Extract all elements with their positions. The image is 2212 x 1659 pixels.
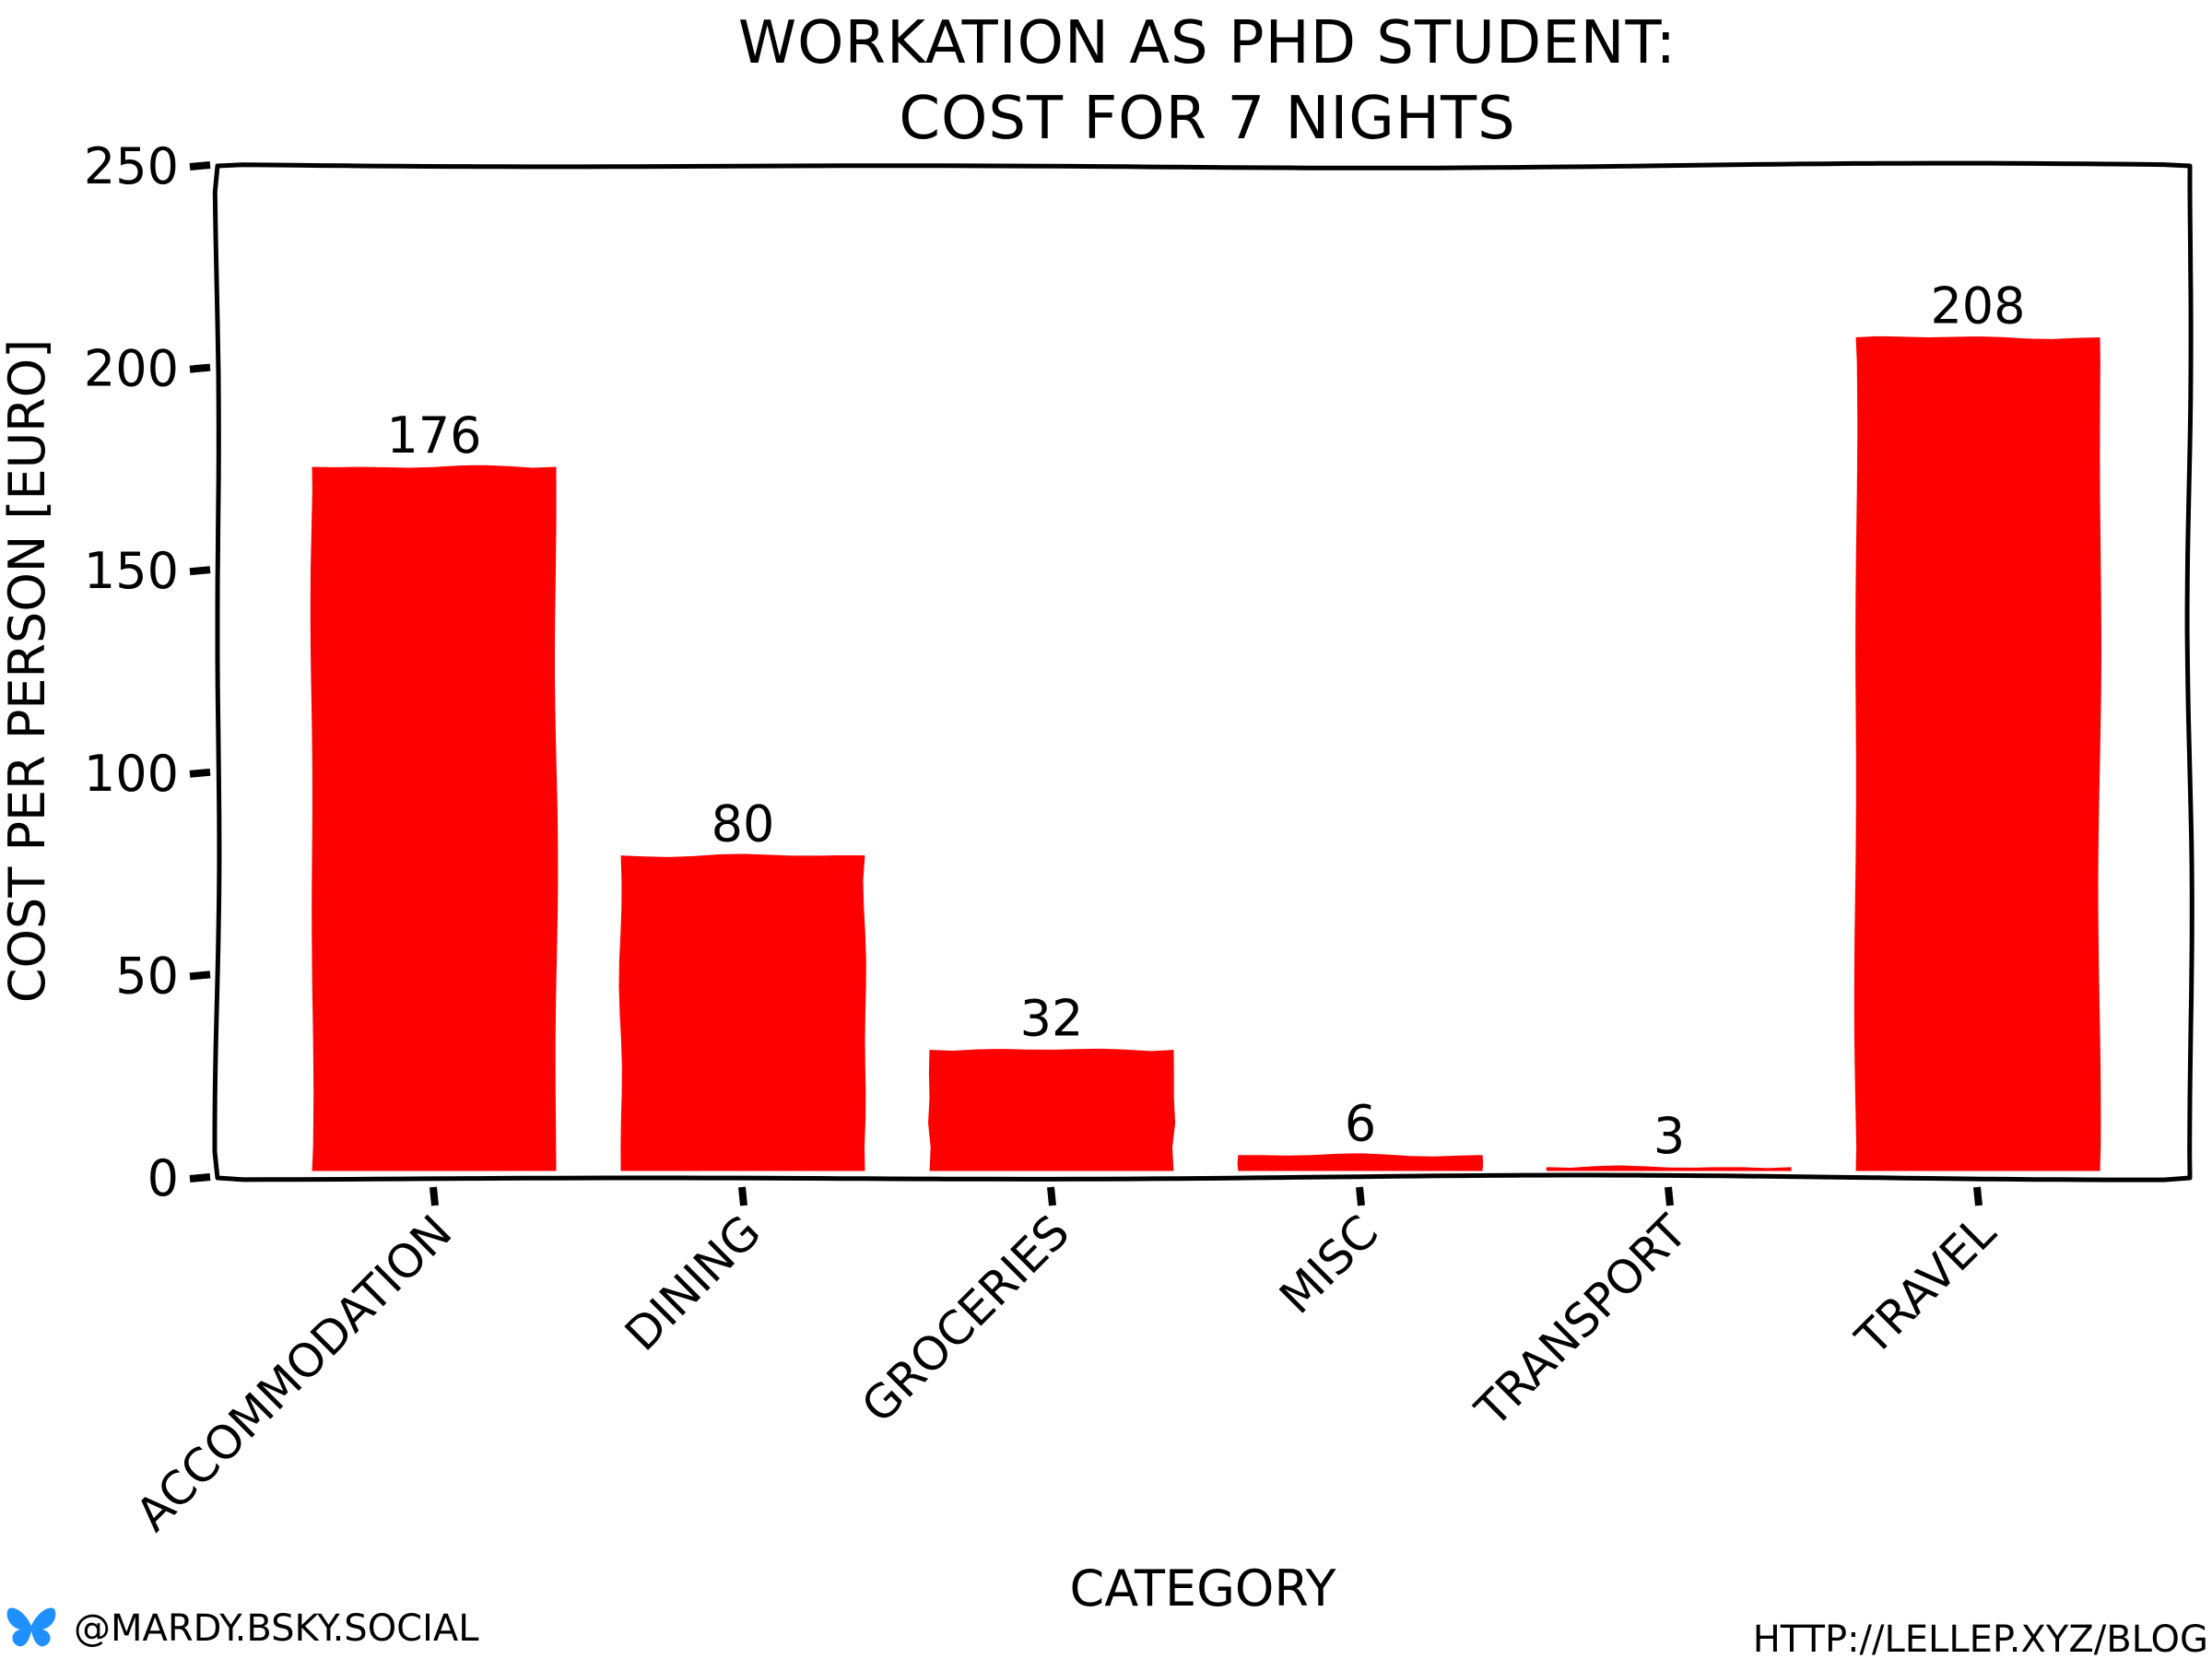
y-tick-250 (189, 161, 211, 171)
y-tick-label-250: 250 (84, 137, 179, 195)
y-tick-100 (189, 768, 211, 778)
bar-travel (1851, 333, 2105, 1174)
value-label-transport: 3 (1653, 1107, 1685, 1165)
value-labels-group: 176 80 32 6 3 208 (386, 276, 2025, 1164)
x-tick-dining (738, 1186, 747, 1206)
bar-groceries (924, 1045, 1179, 1174)
bar-transport (1543, 1162, 1794, 1174)
x-tick-accommodation (429, 1186, 439, 1206)
credit-handle: @MARDY.BSKY.SOCIAL (74, 1607, 479, 1650)
bar-dining (616, 851, 869, 1174)
bar-accommodation (307, 462, 561, 1174)
x-tick-groceries (1047, 1186, 1056, 1206)
value-label-travel: 208 (1930, 276, 2025, 335)
y-tick-label-100: 100 (84, 745, 179, 803)
value-label-misc: 6 (1345, 1095, 1376, 1153)
bars-group (307, 333, 2105, 1174)
bar-misc (1234, 1150, 1487, 1174)
value-label-dining: 80 (712, 795, 775, 853)
y-tick-150 (189, 566, 211, 576)
y-tick-label-50: 50 (115, 947, 179, 1005)
x-tick-travel (1973, 1186, 1983, 1206)
y-tick-label-0: 0 (147, 1149, 179, 1207)
y-tick-200 (189, 363, 211, 373)
y-tick-label-200: 200 (84, 340, 179, 398)
chart-title: WORKATION AS PHD STUDENT: (738, 9, 1677, 77)
value-label-accommodation: 176 (386, 406, 481, 465)
y-tick-0 (189, 1173, 211, 1182)
x-tick-transport (1665, 1186, 1674, 1206)
y-axis-label: COST PER PERSON [EURO] (0, 339, 56, 1003)
y-tick-50 (189, 971, 211, 981)
value-label-groceries: 32 (1020, 989, 1084, 1047)
x-axis-label: CATEGORY (1070, 1559, 1337, 1618)
y-ticks-group: 0 50 100 150 200 250 (84, 137, 211, 1207)
y-tick-label-150: 150 (84, 542, 179, 600)
plot-frame (212, 160, 2194, 1182)
x-tick-misc (1356, 1186, 1365, 1206)
chart-subtitle: COST FOR 7 NIGHTS (899, 85, 1515, 153)
butterfly-icon (6, 1607, 56, 1647)
credit-url: HTTP://LELLEP.XYZ/BLOG (1753, 1618, 2208, 1659)
